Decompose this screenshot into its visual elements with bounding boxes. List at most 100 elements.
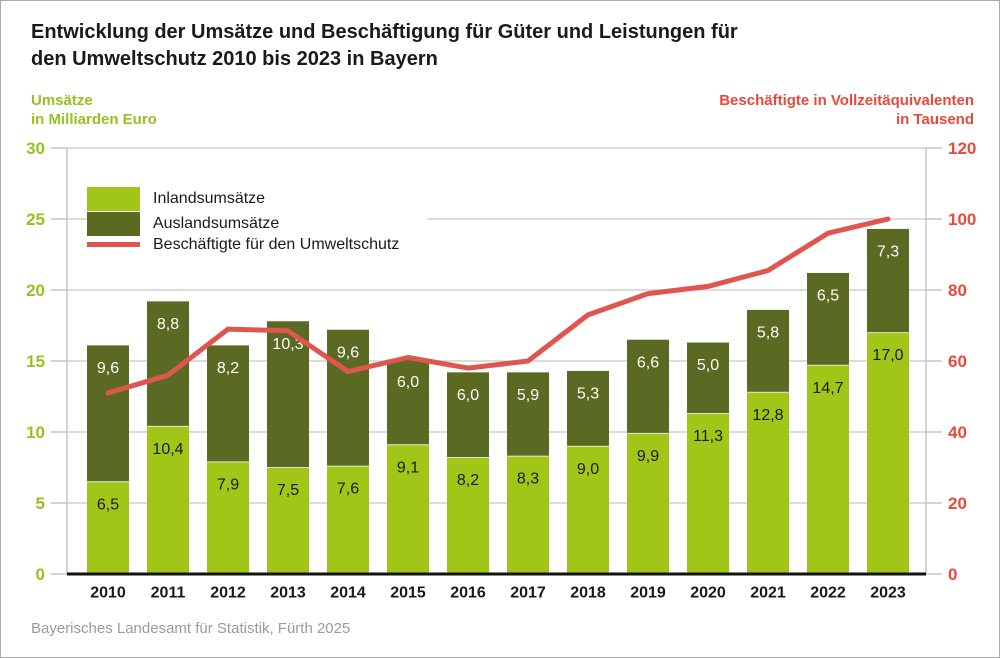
- x-axis-label-2015: 2015: [390, 585, 426, 602]
- bar-segment-ausland-2014: [327, 329, 369, 467]
- left-axis-tick-label: 5: [36, 494, 45, 513]
- bar-segment-inland-2012: [207, 461, 249, 574]
- page-title: Entwicklung der Umsätze und Beschäftigun…: [31, 19, 931, 73]
- value-label-ausland-2017: 5,9: [517, 387, 539, 404]
- legend-line-swatch-beschaeftigte: [87, 242, 140, 247]
- value-label-inland-2020: 11,3: [693, 428, 723, 445]
- bar-segment-ausland-2021: [747, 309, 789, 393]
- value-label-ausland-2018: 5,3: [577, 386, 599, 403]
- right-axis-tick-label: 100: [948, 210, 976, 229]
- bar-segment-inland-2017: [507, 456, 549, 574]
- bar-segment-ausland-2016: [447, 372, 489, 458]
- bar-segment-ausland-2015: [387, 359, 429, 445]
- bar-segment-inland-2021: [747, 392, 789, 574]
- bar-segment-inland-2020: [687, 413, 729, 574]
- employment-line: [105, 216, 891, 396]
- value-label-inland-2013: 7,5: [277, 482, 299, 499]
- legend: Inlandsumsätze Auslandsumsätze Beschäfti…: [87, 181, 427, 255]
- value-label-ausland-2016: 6,0: [457, 387, 479, 404]
- bar-segment-ausland-2010: [87, 345, 129, 482]
- value-label-ausland-2023: 7,3: [877, 244, 899, 261]
- left-axis-title: Umsätze in Milliarden Euro: [31, 91, 157, 129]
- x-axis-label-2018: 2018: [570, 585, 606, 602]
- value-label-inland-2012: 7,9: [217, 476, 239, 493]
- legend-swatch-auslandsumsaetze: [87, 212, 140, 236]
- bar-segment-ausland-2018: [567, 370, 609, 447]
- right-axis-tick-label: 40: [948, 423, 967, 442]
- x-axis-label-2016: 2016: [450, 585, 486, 602]
- bar-segment-ausland-2017: [507, 372, 549, 457]
- left-axis-tick-label: 25: [26, 210, 45, 229]
- left-axis-tick-label: 0: [36, 565, 45, 584]
- bar-segment-inland-2022: [807, 365, 849, 574]
- value-label-ausland-2022: 6,5: [817, 288, 839, 305]
- x-axis-label-2010: 2010: [90, 585, 126, 602]
- right-axis-title-line-1: Beschäftigte in Vollzeitäquivalenten: [719, 92, 974, 109]
- bar-segment-ausland-2019: [627, 339, 669, 434]
- legend-label-beschaeftigte: Beschäftigte für den Umweltschutz: [153, 236, 400, 253]
- value-label-ausland-2013: 10,3: [272, 336, 303, 353]
- x-axis-label-2020: 2020: [690, 585, 726, 602]
- value-label-inland-2017: 8,3: [517, 471, 539, 488]
- bar-segment-ausland-2022: [807, 272, 849, 366]
- bar-segment-ausland-2013: [267, 321, 309, 468]
- source-note: Bayerisches Landesamt für Statistik, Für…: [31, 620, 351, 637]
- value-label-inland-2010: 6,5: [97, 496, 119, 513]
- x-axis-label-2022: 2022: [810, 585, 846, 602]
- x-axis-label-2023: 2023: [870, 585, 906, 602]
- bar-segment-inland-2014: [327, 466, 369, 574]
- value-label-inland-2015: 9,1: [397, 459, 419, 476]
- value-label-inland-2014: 7,6: [337, 481, 359, 498]
- value-label-ausland-2015: 6,0: [397, 374, 419, 391]
- bar-segment-inland-2018: [567, 446, 609, 574]
- bar-segment-ausland-2012: [207, 345, 249, 462]
- bar-segment-ausland-2023: [867, 228, 909, 333]
- bar-segment-inland-2016: [447, 457, 489, 574]
- right-axis-tick-label: 60: [948, 352, 967, 371]
- left-axis-tick-label: 10: [26, 423, 45, 442]
- bar-segment-inland-2015: [387, 444, 429, 574]
- value-label-ausland-2021: 5,8: [757, 324, 779, 341]
- value-label-inland-2019: 9,9: [637, 448, 659, 465]
- left-axis-tick-label: 30: [26, 139, 45, 158]
- x-axis-label-2013: 2013: [270, 585, 306, 602]
- x-axis-label-2021: 2021: [750, 585, 786, 602]
- title-line-2: den Umweltschutz 2010 bis 2023 in Bayern: [31, 48, 438, 70]
- bar-segment-ausland-2020: [687, 342, 729, 414]
- bar-segment-inland-2023: [867, 332, 909, 574]
- left-axis-tick-label: 15: [26, 352, 45, 371]
- value-label-ausland-2010: 9,6: [97, 360, 119, 377]
- legend-swatch-inlandsumsaetze: [87, 187, 140, 211]
- right-axis-tick-label: 0: [948, 565, 957, 584]
- x-axis-label-2019: 2019: [630, 585, 666, 602]
- value-label-inland-2016: 8,2: [457, 472, 479, 489]
- legend-label-inlandsumsaetze: Inlandsumsätze: [153, 190, 266, 207]
- value-label-inland-2023: 17,0: [872, 347, 903, 364]
- value-label-ausland-2019: 6,6: [637, 354, 659, 371]
- value-label-ausland-2012: 8,2: [217, 360, 239, 377]
- value-label-ausland-2014: 9,6: [337, 344, 359, 361]
- value-label-ausland-2011: 8,8: [157, 316, 179, 333]
- bar-segment-inland-2019: [627, 433, 669, 574]
- right-axis-title: Beschäftigte in Vollzeitäquivalenten in …: [719, 91, 974, 129]
- value-label-inland-2022: 14,7: [812, 380, 843, 397]
- title-line-1: Entwicklung der Umsätze und Beschäftigun…: [31, 21, 738, 43]
- x-axis-label-2012: 2012: [210, 585, 246, 602]
- bar-segment-inland-2013: [267, 467, 309, 574]
- right-axis-tick-label: 80: [948, 281, 967, 300]
- value-label-inland-2018: 9,0: [577, 461, 599, 478]
- right-axis-tick-label: 20: [948, 494, 967, 513]
- right-axis-tick-label: 120: [948, 139, 976, 158]
- legend-label-auslandsumsaetze: Auslandsumsätze: [153, 215, 280, 232]
- x-axis-label-2017: 2017: [510, 585, 546, 602]
- left-axis-tick-label: 20: [26, 281, 45, 300]
- right-axis-title-line-2: in Tausend: [895, 111, 974, 128]
- value-label-inland-2021: 12,8: [752, 407, 783, 424]
- bar-segment-inland-2010: [87, 481, 129, 574]
- value-label-inland-2011: 10,4: [152, 441, 183, 458]
- x-axis-label-2014: 2014: [330, 585, 366, 602]
- value-label-ausland-2020: 5,0: [697, 357, 719, 374]
- left-axis-title-line-2: in Milliarden Euro: [31, 111, 157, 128]
